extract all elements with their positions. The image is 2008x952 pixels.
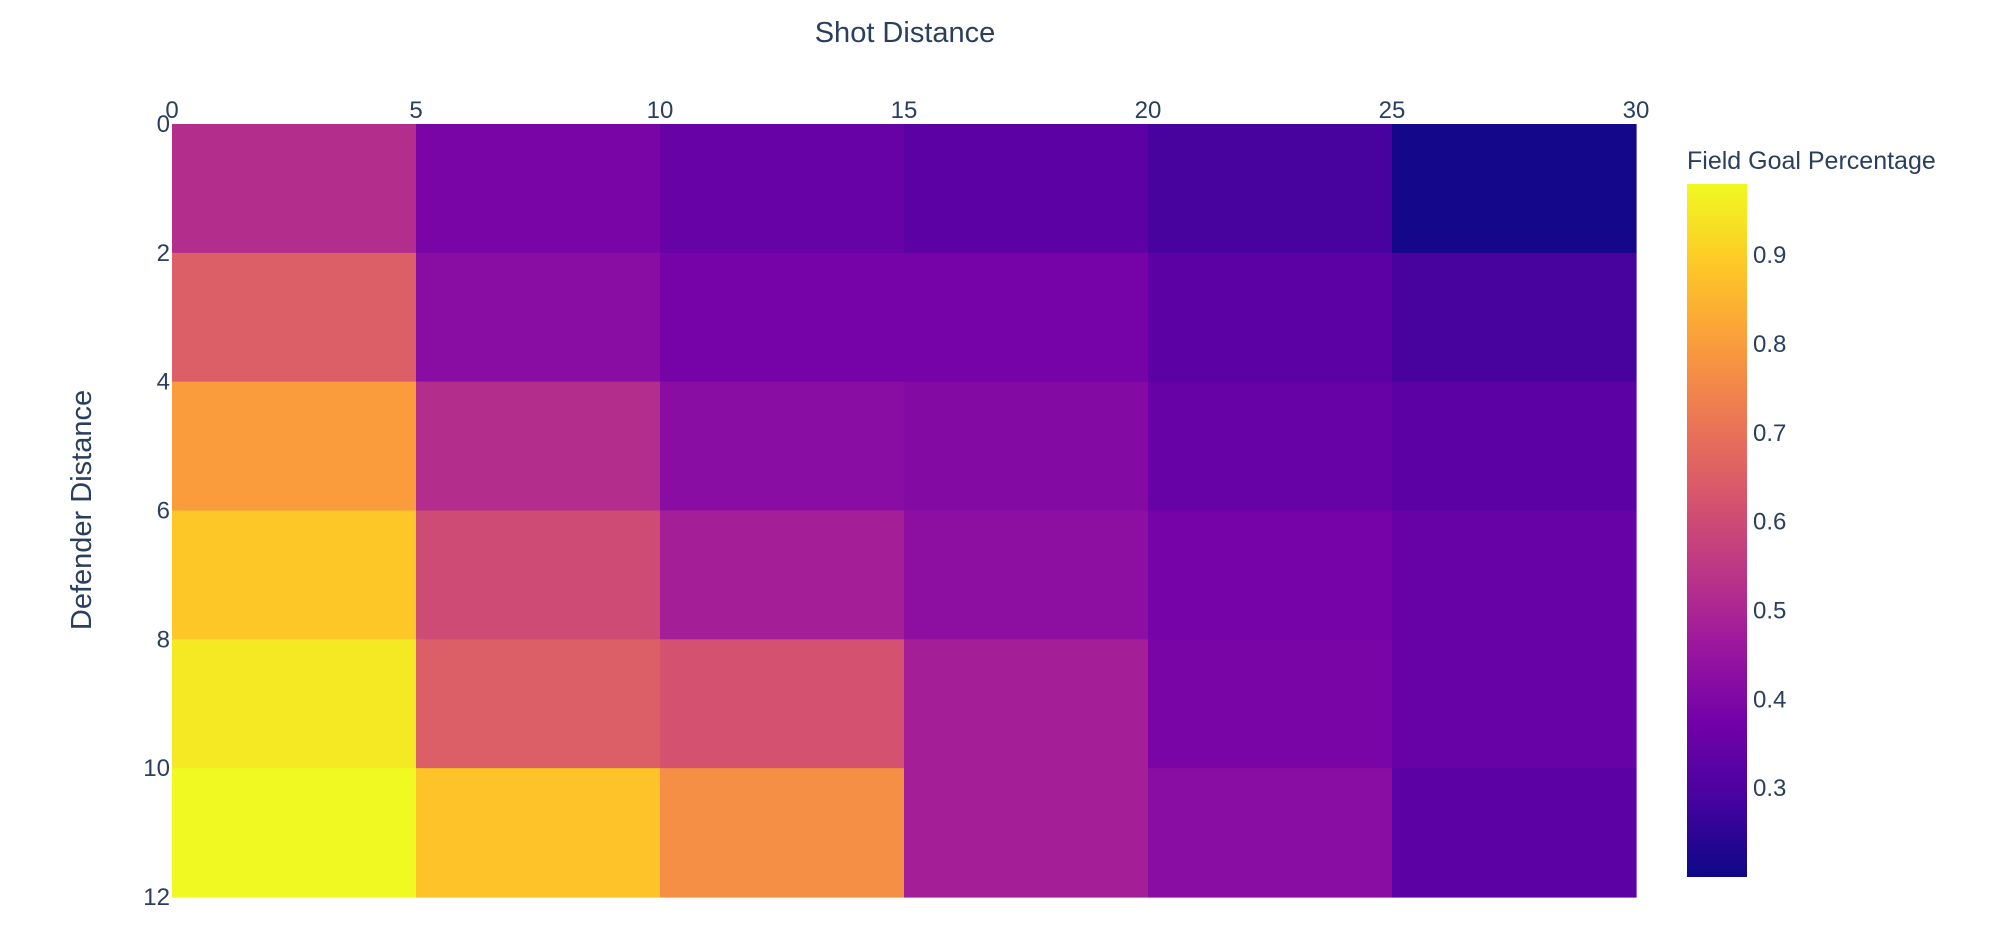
colorbar-title: Field Goal Percentage [1687, 147, 1936, 175]
heatmap-cell [904, 510, 1149, 640]
x-tick-label: 20 [1135, 97, 1162, 124]
y-tick-label: 2 [157, 240, 170, 267]
y-tick-label: 6 [157, 498, 170, 525]
heatmap-cell [660, 381, 905, 512]
heatmap-cell [904, 768, 1149, 898]
heatmap-cell [172, 124, 417, 254]
heatmap-cell [660, 510, 905, 640]
x-tick-label: 5 [409, 97, 422, 124]
colorbar [1687, 184, 1747, 877]
heatmap-cell [1148, 124, 1393, 254]
heatmap-cell [416, 381, 661, 512]
heatmap-cell [172, 252, 417, 383]
heatmap-cell [416, 124, 661, 254]
y-axis-ticks: 0 2 4 6 8 10 12 [143, 111, 170, 911]
colorbar-tick-label: 0.6 [1753, 509, 1786, 536]
heatmap-cell [1392, 124, 1637, 254]
x-tick-label: 15 [891, 97, 918, 124]
heatmap-cell [1392, 381, 1637, 512]
x-tick-label: 25 [1379, 97, 1406, 124]
heatmap-cell [904, 252, 1149, 383]
colorbar-tick-label: 0.4 [1753, 686, 1786, 713]
y-tick-label: 12 [143, 884, 170, 911]
colorbar-tick-label: 0.8 [1753, 331, 1786, 358]
colorbar-tick-label: 0.3 [1753, 775, 1786, 802]
heatmap-cells [172, 124, 1637, 898]
heatmap-cell [1392, 252, 1637, 383]
heatmap-cell [172, 639, 417, 769]
heatmap-cell [416, 639, 661, 769]
heatmap-cell [416, 510, 661, 640]
heatmap-cell [172, 768, 417, 898]
y-tick-label: 10 [143, 755, 170, 782]
heatmap-cell [1392, 639, 1637, 769]
colorbar-ticks: 0.3 0.4 0.5 0.6 0.7 0.8 0.9 [1753, 242, 1786, 802]
heatmap-cell [416, 768, 661, 898]
x-tick-label: 10 [647, 97, 674, 124]
heatmap-cell [1392, 768, 1637, 898]
heatmap-cell [1148, 510, 1393, 640]
heatmap-cell [172, 381, 417, 512]
heatmap-cell [904, 381, 1149, 512]
heatmap-cell [416, 252, 661, 383]
heatmap-cell [1148, 768, 1393, 898]
heatmap-cell [1392, 510, 1637, 640]
heatmap-cell [660, 639, 905, 769]
heatmap-cell [1148, 639, 1393, 769]
y-axis-title: Defender Distance [66, 390, 98, 630]
y-tick-label: 0 [157, 111, 170, 138]
heatmap-cell [660, 124, 905, 254]
x-axis-title: Shot Distance [815, 17, 996, 49]
heatmap-cell [172, 510, 417, 640]
x-tick-label: 0 [165, 97, 178, 124]
heatmap-cell [660, 252, 905, 383]
colorbar-tick-label: 0.5 [1753, 597, 1786, 624]
x-axis-ticks: 0 5 10 15 20 25 30 [165, 97, 1649, 124]
heatmap-cell [1148, 381, 1393, 512]
heatmap-cell [904, 639, 1149, 769]
colorbar-tick-label: 0.9 [1753, 242, 1786, 269]
y-tick-label: 4 [157, 369, 170, 396]
x-tick-label: 30 [1623, 97, 1650, 124]
y-tick-label: 8 [157, 626, 170, 653]
colorbar-tick-label: 0.7 [1753, 420, 1786, 447]
heatmap-cell [660, 768, 905, 898]
heatmap-cell [904, 124, 1149, 254]
heatmap-cell [1148, 252, 1393, 383]
